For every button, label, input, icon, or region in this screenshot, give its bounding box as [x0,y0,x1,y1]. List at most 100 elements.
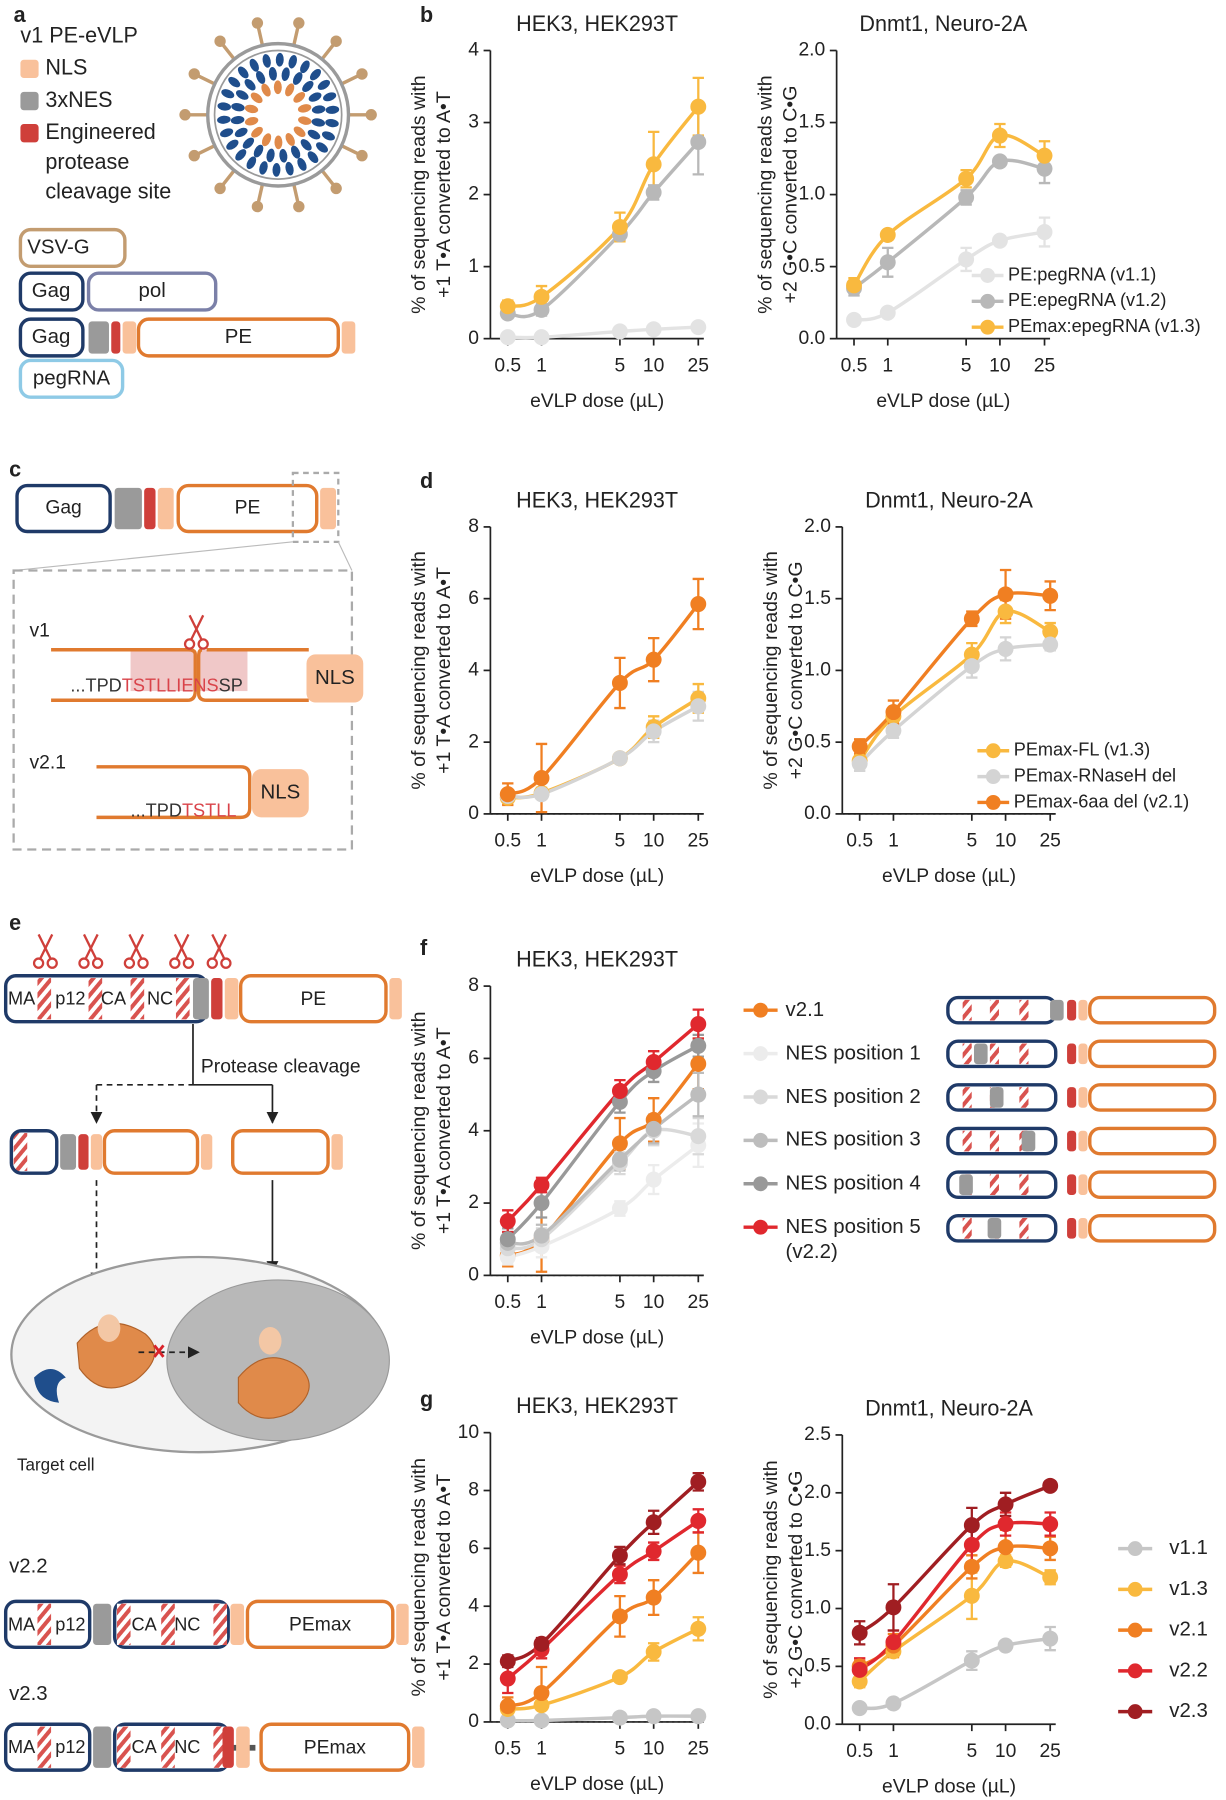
data-point [611,1082,628,1099]
scissors [182,957,195,969]
data-point [690,1055,707,1072]
data-point [645,1643,662,1660]
data-point [611,1135,628,1152]
spike [256,183,265,205]
fit-curve [858,1559,1051,1683]
gag-protein [290,145,301,159]
data-point [690,596,707,613]
domain-block [1067,1217,1077,1239]
y-tick-label: 8 [468,974,479,996]
legend-label: v2.2 [1169,1658,1208,1681]
spike-head [251,200,264,213]
data-point [879,226,896,243]
data-point [533,1227,550,1244]
scissors [91,957,104,969]
y-tick-label: 1.5 [798,111,825,133]
y-tick-label: 3 [468,111,479,133]
domain-block [224,978,239,1020]
data-point [1042,636,1059,653]
data-point [1042,1630,1059,1647]
version-label: v1 [30,619,50,641]
scissors [212,933,227,961]
label: p12 [55,1736,85,1757]
legend-label: NLS [45,55,87,80]
data-point [690,98,707,115]
x-tick-label: 25 [1039,1740,1060,1762]
scissors [129,933,145,961]
mini-nes [959,1174,973,1196]
mini-nes [987,1217,1002,1239]
y-tick-label: 1.5 [804,587,831,609]
spike-head [188,149,200,162]
scissors [197,638,209,650]
spike [220,169,236,188]
legend-marker [1127,1581,1143,1597]
y-axis-label: +1 T•A converted to A•T [433,1474,455,1681]
gag-protein [217,115,231,124]
y-tick-label: 6 [468,1536,479,1558]
x-tick-label: 25 [1039,830,1060,852]
sequence-part: ...TPD [70,674,121,695]
gag-protein [300,60,310,74]
gag-protein [235,149,247,161]
domain-block [1078,1043,1088,1065]
data-point [1042,1540,1059,1557]
chart: HEK3, HEK293T % of sequencing reads with +… [408,11,709,412]
label: pegRNA [33,366,110,389]
data-point [885,1634,902,1651]
x-tick-label: 25 [688,354,709,376]
x-axis-label: eVLP dose (µL) [882,1775,1016,1797]
sequence-part: TSTLL [122,674,176,695]
scissors [137,957,149,969]
data-point [690,698,707,715]
cleavage-hatch [989,1174,999,1196]
domain-block [412,1726,425,1768]
data-point [963,1587,980,1604]
data-point [690,1473,707,1490]
spike [320,169,337,188]
sequence-part: SP [219,674,243,695]
label: NC [174,1736,200,1757]
data-point [611,1566,628,1583]
chart-title: Dnmt1, Neuro-2A [865,487,1033,512]
legend-label: v2.1 [785,997,825,1021]
gag-protein [317,79,330,90]
domain-block [1067,1174,1077,1196]
data-point [997,1637,1014,1654]
spike-head [330,182,342,195]
data-point [533,1684,550,1702]
y-axis-label: +2 G•C converted to C•G [785,561,807,779]
fit-curve [507,140,700,319]
nls-tag [252,769,309,818]
data-point [611,674,628,691]
y-tick-label: 1.0 [804,1597,831,1619]
cleavage-hatch [962,1130,972,1152]
domain-block [1067,1087,1077,1108]
legend-entry: NES position 5 (v2.2) [786,1215,921,1263]
mini-construct [946,1213,1058,1243]
legend-marker [753,1132,768,1148]
zoom-box [291,471,340,543]
domain-block [230,1603,245,1646]
data-point [958,251,975,268]
label: CA [101,988,127,1009]
y-tick-label: 0 [468,1263,479,1285]
x-tick-label: 10 [643,1291,665,1313]
legend-label: PEmax-6aa del (v2.1) [1014,790,1190,811]
cleavage-hatch [213,1603,228,1646]
cleavage-hatch [130,978,145,1020]
scissors [189,614,205,642]
label: p12 [55,988,85,1009]
data-point [533,769,550,787]
legend-entry: NES position 1 [786,1041,921,1064]
spike-head [251,17,264,29]
y-tick-label: 6 [468,1046,479,1068]
domain-block [1067,1130,1077,1152]
gag-protein [300,139,312,151]
y-tick-label: 10 [458,1421,480,1443]
gag-protein [281,67,290,81]
x-tick-label: 5 [615,1291,626,1313]
data-point [1036,224,1053,241]
mini-construct [946,1126,1058,1156]
